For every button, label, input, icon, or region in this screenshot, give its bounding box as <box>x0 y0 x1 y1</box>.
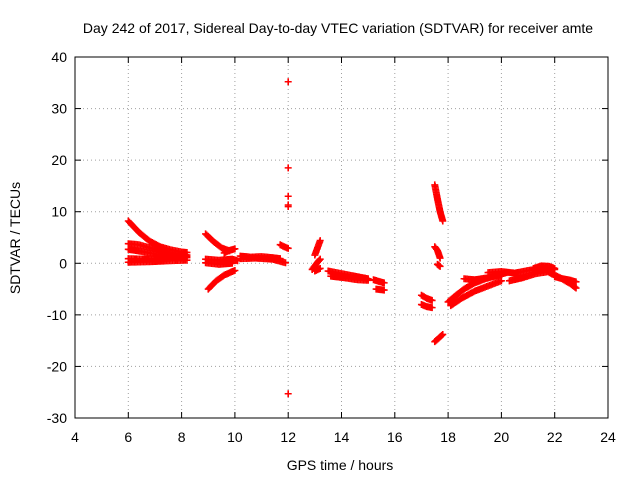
y-tick-label: 10 <box>51 204 67 220</box>
x-tick-label: 22 <box>547 429 563 445</box>
data-point <box>183 256 191 264</box>
data-point <box>315 256 323 264</box>
x-tick-label: 18 <box>440 429 456 445</box>
x-tick-label: 10 <box>227 429 243 445</box>
chart-title: Day 242 of 2017, Sidereal Day-to-day VTE… <box>83 20 593 36</box>
data-point <box>572 284 580 292</box>
x-tick-label: 4 <box>71 429 79 445</box>
y-tick-label: 20 <box>51 152 67 168</box>
data-point <box>571 283 579 291</box>
data-point <box>380 286 388 294</box>
x-axis-label: GPS time / hours <box>287 457 394 473</box>
data-point <box>284 203 292 211</box>
x-tick-label: 8 <box>178 429 186 445</box>
data-point <box>284 390 292 398</box>
data-point <box>231 267 239 275</box>
data-point <box>282 259 290 267</box>
x-tick-label: 24 <box>600 429 616 445</box>
data-point <box>497 277 505 285</box>
data-point <box>228 259 236 267</box>
x-tick-label: 14 <box>334 429 350 445</box>
plot-frame <box>74 56 609 419</box>
y-tick-label: 0 <box>59 255 67 271</box>
y-axis-label: SDTVAR / TECUs <box>7 182 23 294</box>
data-point <box>284 164 292 172</box>
x-tick-label: 16 <box>387 429 403 445</box>
data-point <box>439 217 447 225</box>
data-point <box>231 245 239 253</box>
y-tick-label: 30 <box>51 101 67 117</box>
y-tick-label: -30 <box>47 410 67 426</box>
y-tick-label: -20 <box>47 358 67 374</box>
axis-ticks: 4 6 8 10 12 14 16 18 20 22 24 -30 -20 -10 0 10 20 30 40 <box>47 49 616 445</box>
data-point <box>572 278 580 286</box>
data-point <box>438 331 446 339</box>
data-points <box>124 78 580 398</box>
data-point <box>284 78 292 86</box>
data-point <box>284 244 292 252</box>
data-point <box>551 264 559 272</box>
y-tick-label: 40 <box>51 49 67 65</box>
data-point <box>380 279 388 287</box>
y-tick-label: -10 <box>47 307 67 323</box>
data-point <box>428 304 436 312</box>
data-point <box>316 255 324 263</box>
data-point <box>436 262 444 270</box>
data-point <box>316 237 324 245</box>
data-point <box>439 330 447 338</box>
data-point <box>316 264 324 272</box>
grid-lines <box>75 57 608 418</box>
x-tick-label: 12 <box>280 429 296 445</box>
x-tick-label: 20 <box>494 429 510 445</box>
data-point <box>428 296 436 304</box>
data-point <box>436 254 444 262</box>
x-tick-label: 6 <box>124 429 132 445</box>
data-point <box>284 192 292 200</box>
